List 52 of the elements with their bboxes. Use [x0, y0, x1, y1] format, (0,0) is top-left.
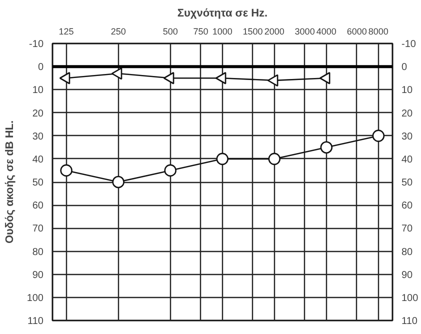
y2-tick-label: 90: [402, 270, 414, 281]
y2-tick-label: 60: [402, 200, 414, 212]
y2-tick-label: 10: [402, 85, 414, 96]
chart-title: Συχνότητα σε Hz.: [177, 8, 268, 20]
y2-tick-label: -10: [402, 39, 416, 50]
y2-tick-label: 40: [402, 154, 414, 166]
y-tick-label: 20: [32, 108, 44, 120]
point: [112, 176, 124, 188]
point: [267, 74, 278, 87]
x-tick-label: 4000: [316, 26, 336, 36]
y-tick-label: 10: [32, 85, 44, 96]
x-tick-label: 750: [193, 26, 208, 36]
y-tick-label: 30: [32, 131, 44, 142]
point: [164, 164, 176, 177]
point: [163, 72, 174, 84]
point: [111, 67, 122, 80]
y-tick-label: 50: [32, 178, 44, 188]
x-tick-label: 500: [162, 26, 178, 36]
y-tick-label: 110: [28, 316, 44, 327]
point: [372, 130, 385, 142]
y2-tick-label: 20: [402, 108, 414, 120]
y-tick-label: 80: [32, 246, 44, 258]
x-tick-label: 2000: [264, 26, 284, 36]
x-tick-label: 1500: [242, 26, 263, 36]
y-axis-title: Ουδός ακοής σε dB HL.: [4, 120, 16, 244]
y2-tick-label: 0: [402, 62, 408, 74]
x-tick-label: 8000: [368, 26, 388, 36]
y-tick-label: 0: [38, 62, 44, 74]
x-tick-label: 1000: [212, 26, 232, 36]
point: [320, 141, 333, 154]
point: [215, 72, 226, 84]
x-tick-label: 250: [110, 26, 126, 36]
x-tick-label: 3000: [294, 26, 315, 36]
y-tick-label: 60: [32, 200, 44, 212]
y-tick-label: 40: [32, 154, 44, 166]
y-tick-label: -10: [29, 39, 44, 50]
y-tick-label: 90: [32, 270, 44, 281]
point: [59, 72, 70, 84]
point: [268, 152, 281, 166]
y2-tick-label: 30: [402, 131, 414, 142]
point: [319, 72, 330, 84]
y-tick-label: 100: [26, 292, 44, 304]
x-tick-label: 6000: [346, 26, 367, 36]
point: [60, 164, 72, 177]
x-tick-label: 125: [58, 26, 74, 36]
y2-tick-label: 50: [402, 178, 414, 188]
y2-tick-label: 110: [402, 316, 418, 327]
y2-tick-label: 100: [402, 292, 419, 304]
y2-tick-label: 70: [402, 224, 414, 235]
y2-tick-label: 80: [402, 246, 414, 258]
point: [216, 152, 229, 166]
y-tick-label: 70: [32, 224, 44, 235]
